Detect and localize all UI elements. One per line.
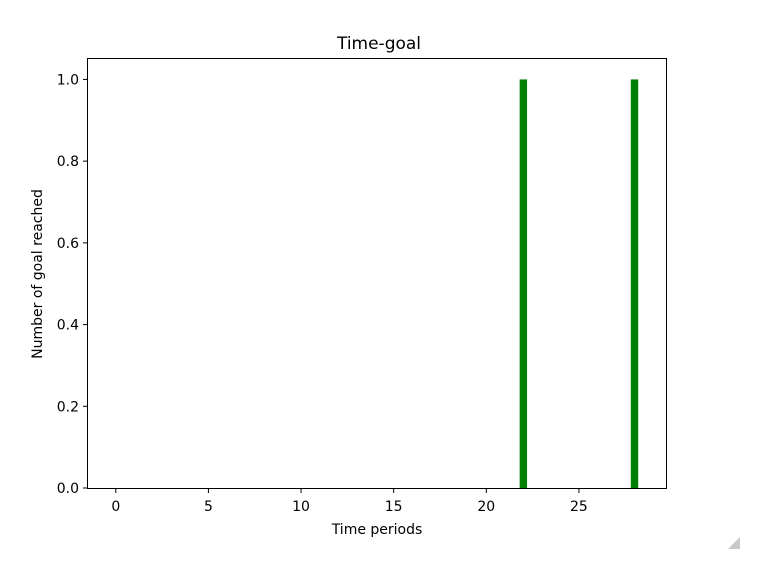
bar-0-0 <box>519 79 528 489</box>
x-axis: 0 5 10 15 20 25 <box>111 488 588 515</box>
y-tick-label: 0.0 <box>57 481 79 497</box>
y-axis-label: Number of goal reached <box>30 189 46 359</box>
plot-frame <box>87 58 667 489</box>
bar-0-1 <box>630 79 639 489</box>
x-tick-label: 10 <box>292 499 310 515</box>
y-tick-label: 0.4 <box>57 318 79 334</box>
x-tick-label: 0 <box>111 499 120 515</box>
y-tick-label: 1.0 <box>57 72 79 88</box>
y-axis: 0.0 0.2 0.4 0.6 0.8 1.0 <box>57 72 88 497</box>
chart-title: Time-goal <box>336 34 421 54</box>
y-tick-label: 0.6 <box>57 236 79 252</box>
resize-grip-icon[interactable] <box>728 537 740 549</box>
x-tick-label: 15 <box>385 499 403 515</box>
y-tick-label: 0.2 <box>57 399 79 415</box>
bars-group <box>519 79 639 489</box>
x-tick-label: 20 <box>477 499 495 515</box>
x-axis-label: Time periods <box>331 522 423 538</box>
x-tick-label: 5 <box>204 499 213 515</box>
x-tick-label: 25 <box>570 499 588 515</box>
y-tick-label: 0.8 <box>57 154 79 170</box>
